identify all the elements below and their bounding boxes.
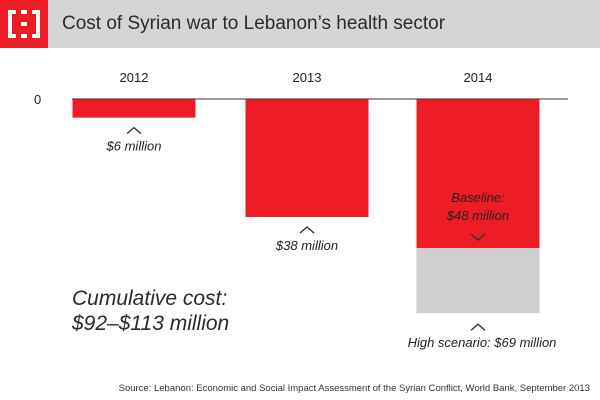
cumulative-cost-line1: Cumulative cost: — [72, 287, 228, 310]
caret-up-icon — [299, 226, 315, 234]
caret-up-icon — [126, 126, 142, 135]
category-label-2013: 2013 — [293, 70, 322, 85]
data-label-2012: $6 million — [106, 139, 162, 154]
source-note: Source: Lebanon: Economic and Social Imp… — [118, 383, 590, 394]
cumulative-cost-line2: $92–$113 million — [72, 312, 230, 335]
caret-up-icon — [470, 323, 486, 331]
bar-2012 — [72, 99, 196, 118]
caret-down-icon — [470, 233, 486, 241]
category-label-2014: 2014 — [464, 70, 493, 85]
brackets-logo-icon — [0, 0, 48, 48]
data-label-2013: $38 million — [275, 238, 338, 253]
zero-tick-label: 0 — [34, 92, 41, 107]
data-label-high-scenario: High scenario: $69 million — [408, 335, 557, 350]
category-label-2012: 2012 — [120, 70, 149, 85]
data-label-baseline-2: $48 million — [446, 208, 509, 223]
page-title: Cost of Syrian war to Lebanon’s health s… — [62, 13, 446, 34]
cumulative-cost-annotation: Cumulative cost: $92–$113 million — [72, 286, 229, 336]
header-bar: Cost of Syrian war to Lebanon’s health s… — [0, 0, 600, 48]
data-label-baseline-1: Baseline: — [451, 190, 505, 205]
bar-2013 — [245, 99, 369, 217]
bar-2014 — [416, 99, 540, 249]
